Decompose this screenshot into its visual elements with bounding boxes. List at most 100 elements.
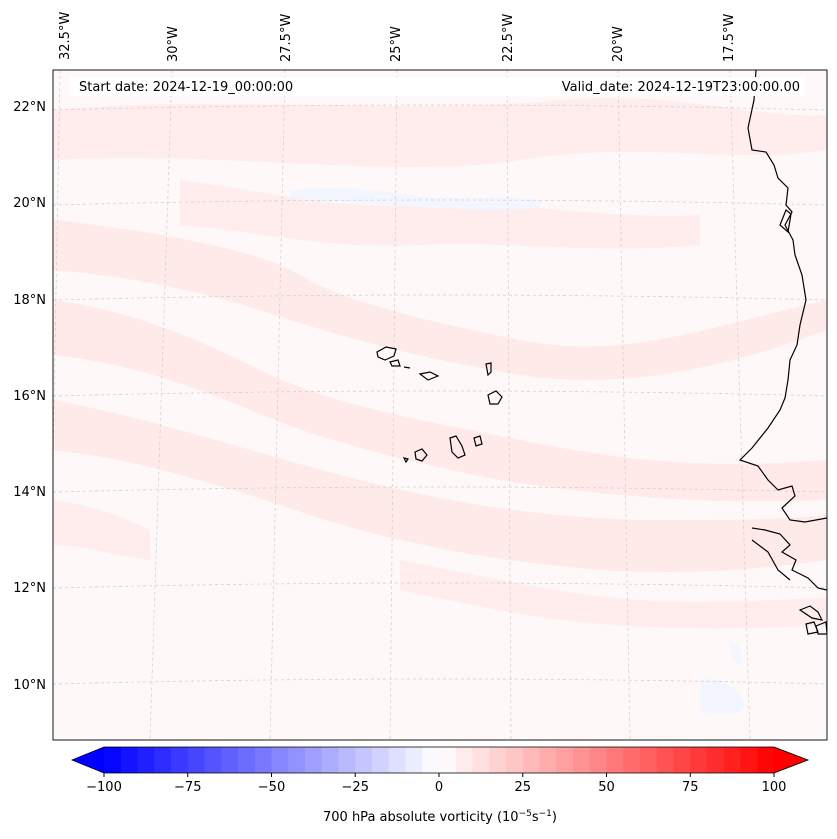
colorbar-tick-label: 75: [682, 780, 699, 795]
longitude-line: [149, 70, 173, 740]
colorbar-tick-label: −50: [258, 780, 285, 795]
map-background: [53, 70, 827, 740]
island-boa-vista: [487, 390, 503, 405]
lon-label: 30°W: [166, 26, 181, 62]
colorbar-segment: [321, 747, 339, 773]
lon-label: 17.5°W: [722, 14, 737, 62]
colorbar-segment: [673, 747, 691, 773]
colorbar-segment: [606, 747, 624, 773]
vorticity-band: [53, 97, 827, 168]
colorbar-label: 700 hPa absolute vorticity (10−5s−1): [323, 809, 557, 825]
colorbar-segment: [556, 747, 574, 773]
vorticity-band: [400, 560, 827, 629]
island-brava: [402, 457, 409, 464]
vorticity-band: [180, 180, 700, 249]
latitude-line: [53, 390, 827, 397]
vorticity-band: [53, 300, 827, 502]
island-sao-vicente: [389, 359, 401, 367]
latitude-line: [53, 199, 827, 206]
vorticity-negative-patch: [290, 187, 540, 210]
colorbar-segment: [388, 747, 406, 773]
colorbar-segment: [623, 747, 641, 773]
island-sal: [485, 362, 492, 377]
colorbar-segments: [104, 747, 775, 773]
vorticity-negative-patch: [729, 640, 742, 665]
island-maio: [473, 435, 483, 447]
colorbar-segment: [522, 747, 540, 773]
colorbar-segment: [238, 747, 256, 773]
colorbar-segment: [573, 747, 591, 773]
colorbar-segment: [355, 747, 373, 773]
colorbar-segment: [723, 747, 741, 773]
colorbar-segment: [757, 747, 775, 773]
colorbar-segment: [271, 747, 289, 773]
colorbar-segment: [489, 747, 507, 773]
colorbar-segment: [137, 747, 155, 773]
lon-label: 20°W: [611, 26, 626, 62]
colorbar-segment: [422, 747, 440, 773]
latitude-labels: 22°N 20°N 18°N 16°N 14°N 12°N 10°N: [13, 100, 46, 693]
island-santa-luzia: [403, 366, 411, 369]
longitude-line: [729, 70, 751, 740]
colorbar-segment: [405, 747, 423, 773]
map-frame: [52, 69, 828, 741]
island-sao-nicolau: [418, 371, 440, 381]
colorbar-tick-label: 0: [435, 780, 443, 795]
latitude-line: [53, 486, 827, 493]
lat-label: 22°N: [13, 100, 46, 115]
longitude-line: [617, 70, 631, 740]
colorbar-ticks: −100 −75 −50 −25 0 25 50 75 100: [86, 773, 786, 795]
colorbar-segment: [455, 747, 473, 773]
longitude-labels: 32.5°W 30°W 27.5°W 25°W 22.5°W 20°W 17.5…: [58, 12, 737, 62]
coastlines: [376, 70, 827, 635]
colorbar-segment: [439, 747, 457, 773]
colorbar-segment: [338, 747, 356, 773]
colorbar-tick-label: 100: [762, 780, 787, 795]
colorbar-extension-max: [774, 747, 808, 773]
colorbar-extension-min: [72, 747, 104, 773]
vorticity-field: [53, 70, 827, 740]
island-santiago: [449, 435, 466, 459]
colorbar-tick-label: −25: [342, 780, 369, 795]
longitude-line: [269, 70, 286, 740]
africa-coastline: [751, 527, 827, 591]
africa-coastline: [751, 539, 791, 581]
colorbar-segment: [154, 747, 172, 773]
colorbar-segment: [640, 747, 658, 773]
colorbar-segment: [305, 747, 323, 773]
lon-label: 22.5°W: [501, 14, 516, 62]
lat-label: 12°N: [13, 581, 46, 596]
longitude-line: [389, 70, 398, 740]
lon-label: 27.5°W: [279, 14, 294, 62]
colorbar-segment: [707, 747, 725, 773]
island-santo-antao: [376, 346, 397, 361]
vorticity-band: [53, 220, 827, 380]
colorbar-segment: [539, 747, 557, 773]
colorbar-segment: [656, 747, 674, 773]
lon-label: 25°W: [389, 26, 404, 62]
bijagos-island: [815, 621, 827, 635]
colorbar-segment: [254, 747, 272, 773]
map-panel: Start date: 2024-12-19_00:00:00 Valid_da…: [52, 69, 828, 741]
colorbar-segment: [589, 747, 607, 773]
vorticity-negative-patch: [700, 679, 745, 715]
colorbar-segment: [204, 747, 222, 773]
vorticity-band: [53, 400, 827, 572]
longitude-line: [506, 70, 512, 740]
latitude-line: [53, 582, 827, 589]
colorbar-tick-label: 25: [514, 780, 531, 795]
colorbar-segment: [120, 747, 138, 773]
colorbar-tick-label: −75: [174, 780, 201, 795]
coastal-island: [779, 209, 792, 234]
graticule: [53, 70, 827, 740]
vorticity-band: [53, 500, 150, 560]
colorbar-segment: [372, 747, 390, 773]
valid-date-label: Valid_date: 2024-12-19T23:00:00.00: [562, 80, 800, 95]
colorbar-segment: [472, 747, 490, 773]
colorbar-segment: [171, 747, 189, 773]
lat-label: 18°N: [13, 293, 46, 308]
colorbar-segment: [740, 747, 758, 773]
colorbar-segment: [288, 747, 306, 773]
colorbar-segment: [506, 747, 524, 773]
